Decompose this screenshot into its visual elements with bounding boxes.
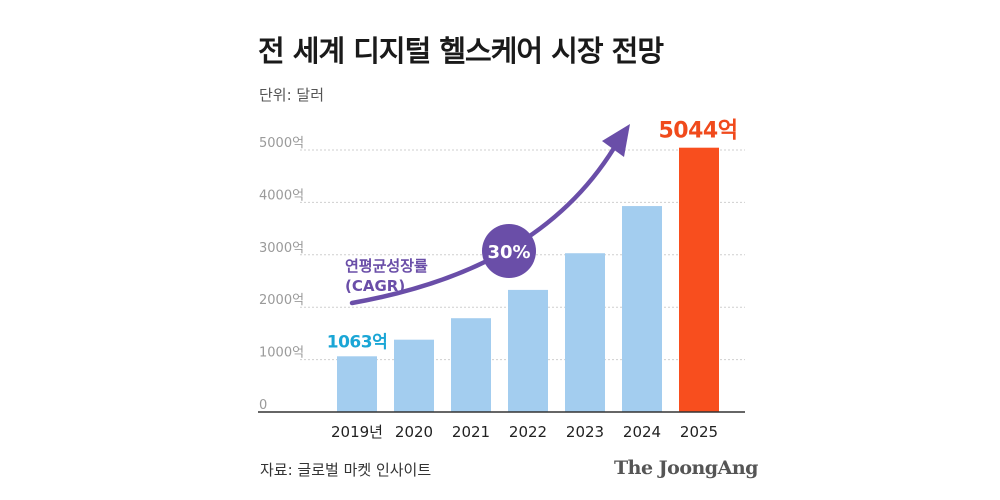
y-tick-label: 3000억 <box>259 241 304 256</box>
bar <box>394 339 434 412</box>
cagr-label-sub: (CAGR) <box>345 277 405 295</box>
bar <box>508 289 548 412</box>
value-label: 5044억 <box>659 119 738 144</box>
cagr-badge-text: 30% <box>487 242 530 263</box>
x-tick-label: 2024 <box>623 423 661 441</box>
bar <box>565 253 605 412</box>
x-tick-label: 2023 <box>566 423 604 441</box>
brand-logo: The JoongAng <box>614 457 758 479</box>
y-tick-label: 2000억 <box>259 293 304 308</box>
source-note: 자료: 글로벌 마켓 인사이트 <box>260 461 432 479</box>
chart-title: 전 세계 디지털 헬스케어 시장 전망 <box>258 34 664 68</box>
unit-label: 단위: 달러 <box>259 86 325 104</box>
y-tick-label: 4000억 <box>259 188 304 203</box>
y-tick-label: 1000억 <box>259 346 304 361</box>
x-tick-label: 2019년 <box>331 423 383 441</box>
cagr-badge-circle <box>482 224 536 278</box>
x-tick-label: 2021 <box>452 423 490 441</box>
x-tick-label: 2025 <box>680 423 718 441</box>
bar <box>679 147 719 412</box>
value-label: 1063억 <box>327 332 387 352</box>
y-tick-label: 0 <box>259 398 267 413</box>
bar <box>337 356 377 412</box>
y-tick-label: 5000억 <box>259 136 304 151</box>
bar <box>451 318 491 412</box>
x-tick-label: 2020 <box>395 423 433 441</box>
x-tick-label: 2022 <box>509 423 547 441</box>
cagr-arrow-head <box>602 124 630 157</box>
bar <box>622 206 662 412</box>
cagr-label: 연평균성장률 <box>345 257 428 275</box>
